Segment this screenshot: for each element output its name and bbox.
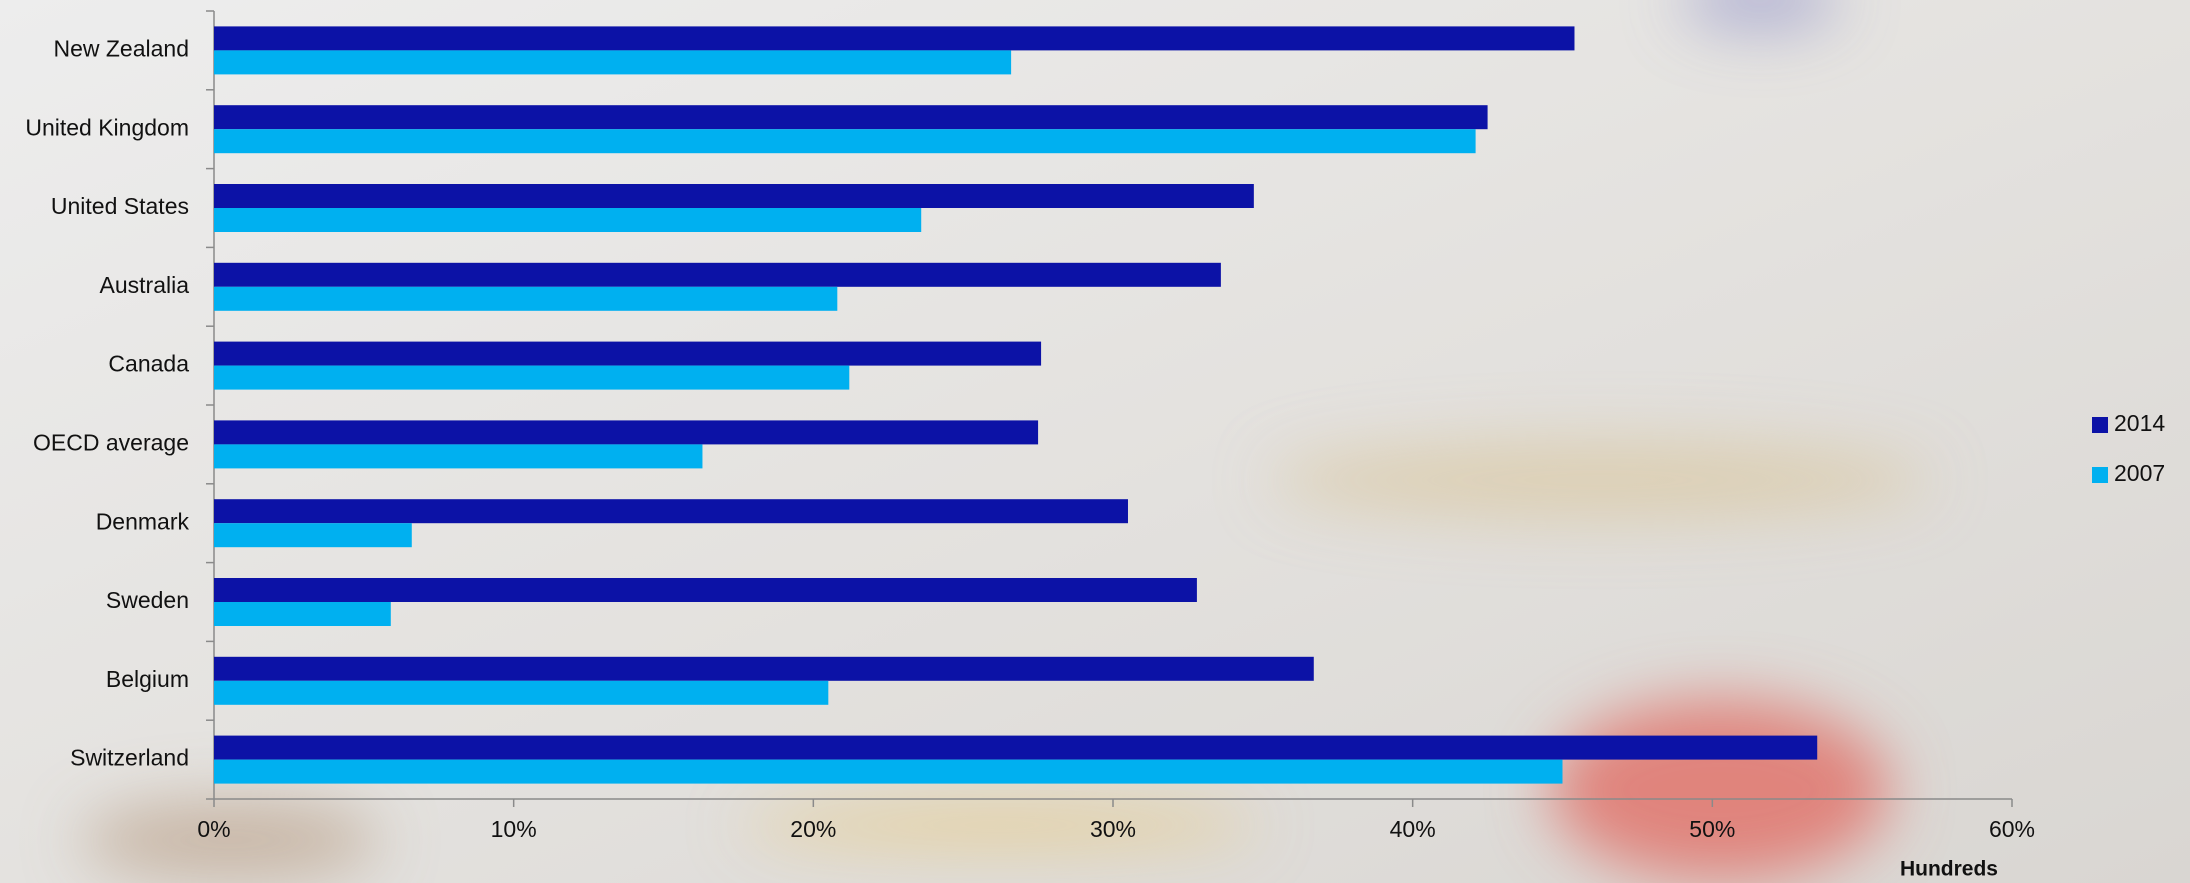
bar (214, 105, 1488, 130)
bar (214, 184, 1254, 208)
y-tick-label: United States (51, 193, 189, 219)
y-tick-label: United Kingdom (25, 114, 189, 140)
x-tick-label: 50% (1689, 816, 1735, 842)
y-tick-label: Australia (100, 272, 190, 298)
x-tick-label: 40% (1390, 816, 1436, 842)
legend-swatch (2092, 417, 2108, 433)
bar (214, 444, 703, 469)
bar (214, 365, 850, 390)
bar (214, 286, 838, 311)
y-tick-label: OECD average (33, 429, 189, 455)
y-tick-label: Sweden (106, 587, 189, 613)
x-axis-title: Hundreds (1900, 858, 1998, 881)
bar (214, 341, 1042, 366)
y-tick-label: Denmark (96, 508, 190, 534)
y-tick-label: Canada (108, 351, 189, 377)
bar (214, 420, 1039, 445)
bar (214, 129, 1476, 154)
y-tick-label: New Zealand (53, 35, 189, 61)
legend-label: 2007 (2114, 460, 2165, 486)
x-tick-label: 0% (197, 816, 230, 842)
x-tick-label: 30% (1090, 816, 1136, 842)
bar (214, 499, 1128, 524)
x-tick-label: 20% (790, 816, 836, 842)
y-tick-label: Switzerland (70, 745, 189, 771)
x-tick-label: 10% (491, 816, 537, 842)
bar (214, 656, 1314, 681)
plot: 0% 10% 20% 30% 40% 50% 60% Hundreds New Zealand U… (25, 10, 2165, 881)
bar (214, 262, 1221, 287)
bar (214, 602, 391, 626)
legend-label: 2014 (2114, 410, 2165, 436)
x-tick-label: 60% (1989, 816, 2035, 842)
bar (214, 50, 1012, 75)
y-tick-label: Belgium (106, 666, 189, 692)
bar (214, 208, 922, 232)
bar (214, 759, 1563, 784)
bar (214, 578, 1197, 602)
legend-swatch (2092, 467, 2108, 483)
bar (214, 523, 412, 548)
bar (214, 680, 829, 705)
bar (214, 735, 1818, 760)
bar (214, 26, 1575, 51)
